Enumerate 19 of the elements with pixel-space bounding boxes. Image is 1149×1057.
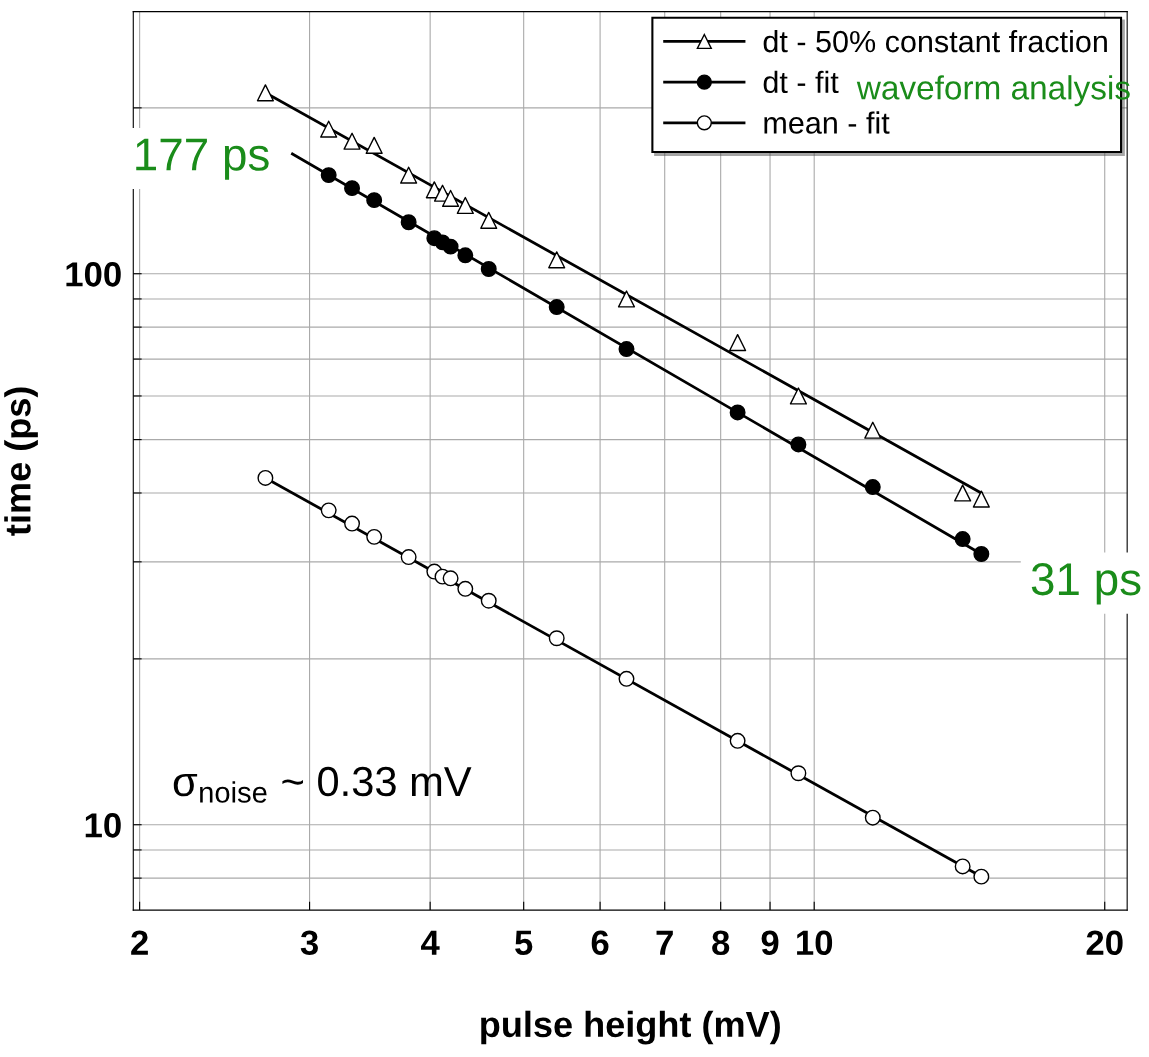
- y-tick-label: 100: [66, 262, 121, 287]
- x-tick-label: 10: [797, 930, 833, 956]
- y-axis-title: time (ps): [4, 387, 38, 536]
- annotation: 177 ps: [136, 138, 269, 180]
- x-tick-label: 4: [421, 930, 440, 955]
- x-axis-title: pulse height (mV): [481, 1010, 780, 1045]
- annotation: 31 ps: [1031, 563, 1141, 605]
- x-tick-label: 9: [761, 930, 779, 956]
- x-tick-label: 5: [515, 930, 533, 956]
- x-tick-label: 3: [300, 930, 318, 956]
- x-tick-label: 6: [591, 930, 609, 956]
- x-tick-label: 20: [1086, 930, 1123, 956]
- x-tick-label: 2: [131, 930, 148, 955]
- legend-label: dt - fit: [763, 70, 839, 94]
- annotation: σ$_{noise}$ ~ 0.33 mV: [173, 766, 472, 803]
- x-tick-label: 7: [656, 930, 673, 955]
- legend-label: dt - 50% constant fraction: [763, 29, 1107, 53]
- x-tick-label: 8: [712, 930, 730, 956]
- legend-label: mean - fit: [764, 111, 890, 134]
